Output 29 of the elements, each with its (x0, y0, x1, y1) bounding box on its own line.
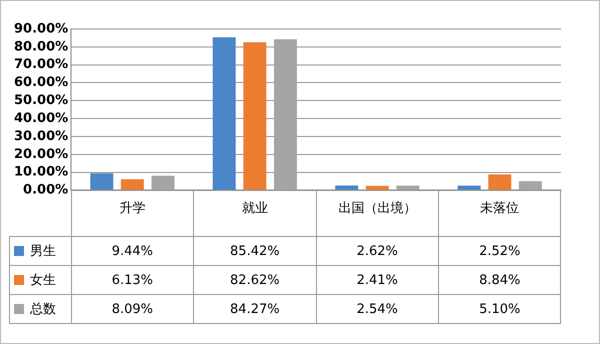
legend-label: 女生 (10, 266, 72, 295)
x-tick-label: 出国（出境） (316, 190, 438, 237)
data-label: 84.27% (194, 294, 316, 324)
data-label: 2.41% (316, 266, 438, 295)
y-tick-label: 90.00% (14, 21, 68, 36)
legend-label: 男生 (10, 236, 72, 266)
data-label: 8.84% (438, 266, 561, 295)
data-label: 2.62% (316, 236, 438, 266)
y-tick-label: 50.00% (14, 93, 68, 108)
x-tick-label: 升学 (71, 190, 194, 237)
data-label: 6.13% (71, 266, 194, 295)
data-label: 2.54% (316, 294, 438, 324)
y-tick-label: 30.00% (14, 128, 68, 144)
data-label: 82.62% (194, 266, 316, 295)
x-tick-label: 未落位 (438, 190, 561, 237)
y-tick-label: 60.00% (14, 75, 68, 90)
y-tick-label: 40.00% (14, 110, 68, 126)
x-tick-label: 就业 (194, 190, 316, 237)
data-label: 5.10% (438, 294, 561, 324)
data-label: 9.44% (71, 236, 194, 266)
data-label: 85.42% (194, 236, 316, 266)
y-tick-label: 70.00% (14, 57, 68, 72)
y-tick-label: 0.00% (23, 182, 68, 198)
y-tick-label: 10.00% (14, 164, 68, 180)
data-label: 8.09% (71, 294, 194, 324)
data-label: 2.52% (438, 236, 561, 266)
legend-label: 总数 (10, 294, 72, 324)
y-tick-label: 80.00% (14, 39, 68, 54)
y-tick-label: 20.00% (14, 146, 68, 162)
